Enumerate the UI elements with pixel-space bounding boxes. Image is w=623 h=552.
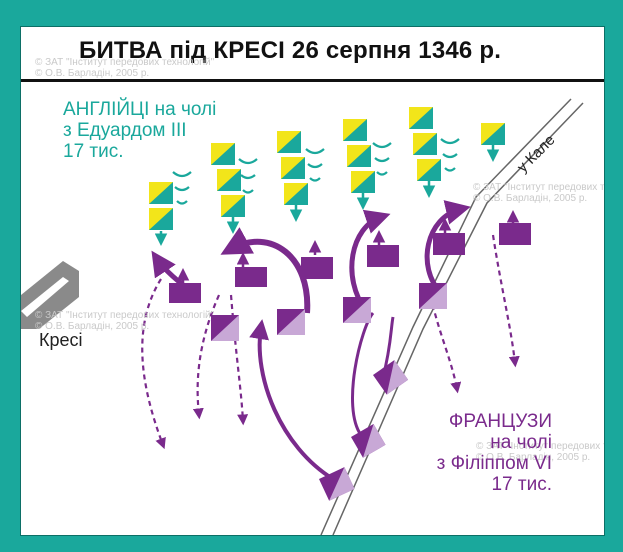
cavalry-unit-icon bbox=[281, 157, 305, 179]
archer-chevron-icon bbox=[238, 158, 258, 165]
town-label-crecy: Кресі bbox=[39, 330, 83, 350]
archer-chevron-icon bbox=[307, 163, 323, 169]
cavalry-unit-icon bbox=[433, 233, 465, 255]
cavalry-unit-icon bbox=[417, 159, 441, 181]
english-knights bbox=[149, 107, 505, 230]
archer-chevron-icon bbox=[305, 148, 325, 155]
cavalry-unit-icon bbox=[413, 133, 437, 155]
archer-chevron-icon bbox=[374, 157, 390, 163]
cavalry-unit-icon bbox=[211, 143, 235, 165]
map-title: БИТВА під КРЕСІ 26 серпня 1346 р. bbox=[79, 37, 502, 64]
cavalry-unit-icon bbox=[235, 267, 267, 287]
archer-chevron-icon bbox=[440, 138, 460, 145]
cavalry-unit-icon bbox=[373, 360, 409, 395]
cavalry-unit-icon bbox=[343, 297, 371, 323]
cavalry-unit-icon bbox=[419, 283, 447, 309]
cavalry-unit-icon bbox=[217, 169, 241, 191]
cavalry-unit-icon bbox=[277, 309, 305, 335]
english-advance-arrows bbox=[154, 145, 500, 246]
archer-chevron-icon bbox=[174, 186, 190, 192]
cavalry-unit-icon bbox=[343, 119, 367, 141]
cavalry-unit-icon bbox=[221, 195, 245, 217]
french-army-label: ФРАНЦУЗИ на чолі з Філіппом VI 17 тис. bbox=[436, 411, 552, 495]
cavalry-unit-icon bbox=[499, 223, 531, 245]
archer-chevron-icon bbox=[444, 167, 456, 172]
cavalry-unit-icon bbox=[409, 107, 433, 129]
cavalry-unit-icon bbox=[284, 183, 308, 205]
cavalry-unit-icon bbox=[211, 315, 239, 341]
cavalry-unit-icon bbox=[347, 145, 371, 167]
french-small-arrows bbox=[176, 210, 520, 283]
map-graphics bbox=[21, 98, 584, 535]
archer-chevron-icon bbox=[376, 171, 388, 176]
archer-chevron-icon bbox=[309, 177, 321, 182]
english-archers bbox=[172, 138, 460, 205]
cavalry-unit-icon bbox=[149, 208, 173, 230]
english-army-label: АНГЛІЙЦІ на чолі з Едуардом ІІІ 17 тис. bbox=[63, 99, 217, 162]
cavalry-unit-icon bbox=[319, 467, 355, 501]
cavalry-unit-icon bbox=[481, 123, 505, 145]
cavalry-unit-icon bbox=[351, 171, 375, 193]
watermark: © ЗАТ "Інститут передових технологій" © … bbox=[35, 57, 215, 79]
archer-chevron-icon bbox=[240, 174, 256, 180]
archer-chevron-icon bbox=[172, 171, 192, 178]
french-units-front bbox=[169, 223, 531, 303]
cavalry-unit-icon bbox=[301, 257, 333, 279]
battle-map: БИТВА під КРЕСІ 26 серпня 1346 р. © ЗАТ … bbox=[20, 26, 605, 536]
watermark: © ЗАТ "Інститут передових технологій" © … bbox=[476, 441, 604, 463]
archer-chevron-icon bbox=[442, 153, 458, 159]
french-attack-arrows bbox=[151, 200, 471, 481]
cavalry-unit-icon bbox=[351, 424, 386, 458]
title-divider bbox=[21, 79, 604, 82]
archer-chevron-icon bbox=[372, 142, 392, 149]
cavalry-unit-icon bbox=[169, 283, 201, 303]
watermark: © ЗАТ "Інститут передових технологій" © … bbox=[35, 310, 215, 332]
archer-chevron-icon bbox=[242, 189, 254, 194]
french-units-rear bbox=[211, 283, 447, 501]
archer-chevron-icon bbox=[176, 200, 188, 205]
cavalry-unit-icon bbox=[149, 182, 173, 204]
cavalry-unit-icon bbox=[277, 131, 301, 153]
watermark: © ЗАТ "Інститут передових технологій" © … bbox=[473, 182, 605, 204]
cavalry-unit-icon bbox=[367, 245, 399, 267]
